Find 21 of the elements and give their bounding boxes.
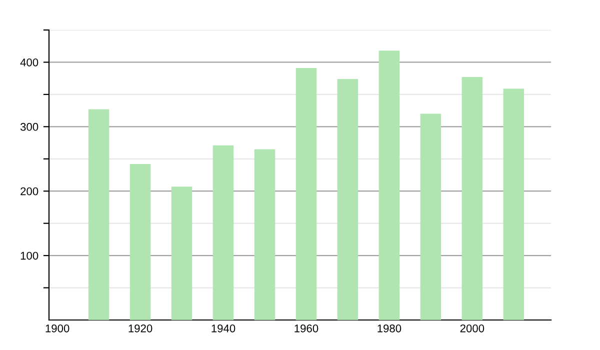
bar bbox=[420, 114, 442, 320]
bar bbox=[462, 77, 483, 320]
y-tick-label: 100 bbox=[20, 252, 38, 260]
bar bbox=[130, 164, 151, 320]
bar bbox=[378, 50, 400, 320]
x-tick-label: 1960 bbox=[294, 324, 318, 332]
x-tick-label: 1980 bbox=[378, 324, 402, 332]
y-tick-label: 400 bbox=[20, 58, 38, 66]
bar bbox=[296, 68, 317, 320]
x-tick-label: 1940 bbox=[212, 324, 236, 332]
x-tick-label: 1920 bbox=[128, 324, 152, 332]
bar bbox=[337, 78, 358, 320]
bar bbox=[171, 186, 192, 320]
y-tick-label: 300 bbox=[20, 122, 38, 131]
x-tick-label: 2000 bbox=[460, 324, 484, 332]
bar bbox=[212, 145, 234, 320]
bar bbox=[503, 88, 524, 320]
x-tick-label: 1900 bbox=[46, 324, 70, 332]
bar bbox=[254, 149, 276, 320]
y-tick-label: 200 bbox=[20, 187, 38, 196]
bar bbox=[88, 109, 110, 320]
